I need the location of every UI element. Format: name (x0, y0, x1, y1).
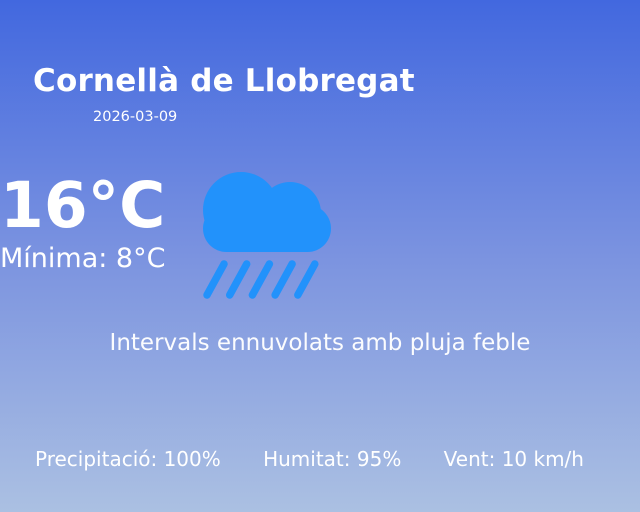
condition-text: Intervals ennuvolats amb pluja feble (109, 330, 531, 356)
current-temperature: 16°C (0, 169, 166, 242)
precipitation-stat: Precipitació: 100% (35, 447, 221, 471)
minimum-temperature: Mínima: 8°C (0, 243, 166, 274)
forecast-date: 2026-03-09 (93, 109, 178, 125)
humidity-stat: Humitat: 95% (263, 447, 402, 471)
cloud-shape (203, 172, 331, 252)
wind-stat: Vent: 10 km/h (443, 447, 584, 471)
location-title: Cornellà de Llobregat (33, 63, 415, 99)
rain-cloud-icon (203, 172, 331, 299)
stats-row: Precipitació: 100% Humitat: 95% Vent: 10… (0, 447, 640, 471)
rain-streaks (203, 260, 319, 299)
